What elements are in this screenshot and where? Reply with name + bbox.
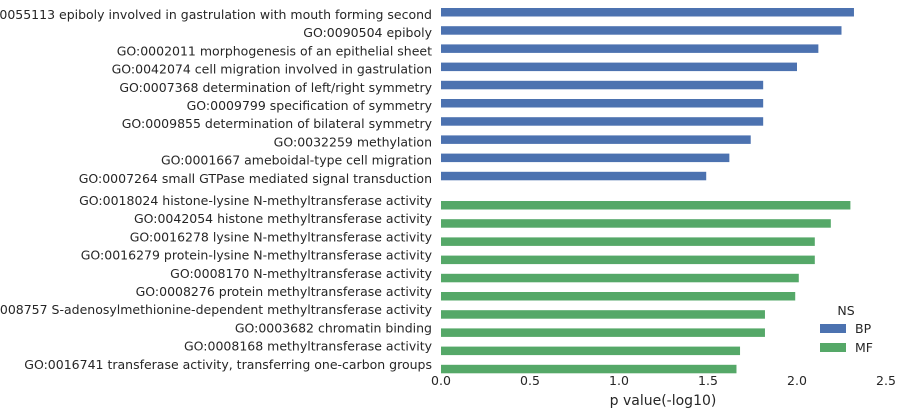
legend-label-bp: BP	[855, 321, 872, 336]
category-label: GO:0009799 specification of symmetry	[187, 98, 433, 113]
category-label: GO:0008757 S-adenosylmethionine-dependen…	[0, 302, 433, 317]
category-labels-group: GO:0055113 epiboly involved in gastrulat…	[0, 7, 433, 372]
bar-mf-6	[441, 292, 796, 301]
x-tick-label: 1.0	[609, 373, 629, 388]
x-tick-label: 1.5	[698, 373, 718, 388]
bar-bp-4	[441, 62, 797, 72]
bar-mf-4	[441, 255, 815, 265]
category-label: GO:0090504 epiboly	[303, 25, 432, 40]
legend: NS BP MF	[820, 303, 873, 355]
bar-bp-6	[441, 99, 764, 108]
bar-mf-1	[441, 201, 851, 210]
category-label: GO:0016279 protein-lysine N-methyltransf…	[81, 248, 433, 263]
category-label: GO:0003682 chromatin binding	[235, 320, 432, 335]
bar-mf-2	[441, 219, 831, 228]
legend-swatch-mf	[820, 343, 846, 352]
bar-bp-3	[441, 44, 819, 53]
category-label: GO:0042074 cell migration involved in ga…	[112, 62, 432, 77]
bar-mf-8	[441, 328, 765, 337]
category-label: GO:0042054 histone methyltransferase act…	[134, 211, 433, 226]
category-label: GO:0055113 epiboly involved in gastrulat…	[0, 7, 432, 22]
bars-group	[441, 8, 854, 374]
category-label: GO:0016278 lysine N-methyltransferase ac…	[130, 229, 433, 244]
bar-mf-7	[441, 310, 765, 319]
bar-bp-2	[441, 26, 842, 35]
category-label: GO:0001667 ameboidal-type cell migration	[161, 153, 432, 168]
x-tick-label: 2.5	[876, 373, 896, 388]
category-label: GO:0018024 histone-lysine N-methyltransf…	[79, 193, 432, 208]
category-label: GO:0008168 methyltransferase activity	[184, 339, 433, 354]
category-label: GO:0016741 transferase activity, transfe…	[24, 357, 432, 372]
bar-bp-5	[441, 80, 764, 90]
category-label: GO:0008170 N-methyltransferase activity	[170, 266, 432, 281]
bar-mf-3	[441, 237, 815, 246]
category-label: GO:0007368 determination of left/right s…	[119, 80, 432, 95]
bar-bp-8	[441, 135, 751, 144]
x-ticks-group: 0.0 0.5 1.0 1.5 2.0 2.5	[431, 373, 896, 388]
category-label: GO:0008276 protein methyltransferase act…	[136, 284, 433, 299]
bar-bp-7	[441, 117, 764, 126]
x-tick-label: 0.0	[431, 373, 451, 388]
category-label: GO:0032259 methylation	[274, 134, 432, 149]
bar-mf-10	[441, 364, 737, 374]
x-tick-label: 0.5	[520, 373, 540, 388]
bar-bp-9	[441, 153, 730, 163]
bar-mf-9	[441, 346, 741, 356]
legend-title: NS	[837, 303, 854, 318]
bar-mf-5	[441, 273, 799, 283]
legend-label-mf: MF	[855, 340, 873, 355]
x-axis-label: p value(-log10)	[610, 393, 717, 409]
category-label: GO:0002011 morphogenesis of an epithelia…	[117, 43, 432, 58]
category-label: GO:0007264 small GTPase mediated signal …	[79, 171, 432, 186]
bar-bp-1	[441, 8, 854, 17]
legend-swatch-bp	[820, 324, 846, 333]
category-label: GO:0009855 determination of bilateral sy…	[122, 116, 433, 131]
x-tick-label: 2.0	[787, 373, 807, 388]
bar-bp-10	[441, 171, 707, 181]
